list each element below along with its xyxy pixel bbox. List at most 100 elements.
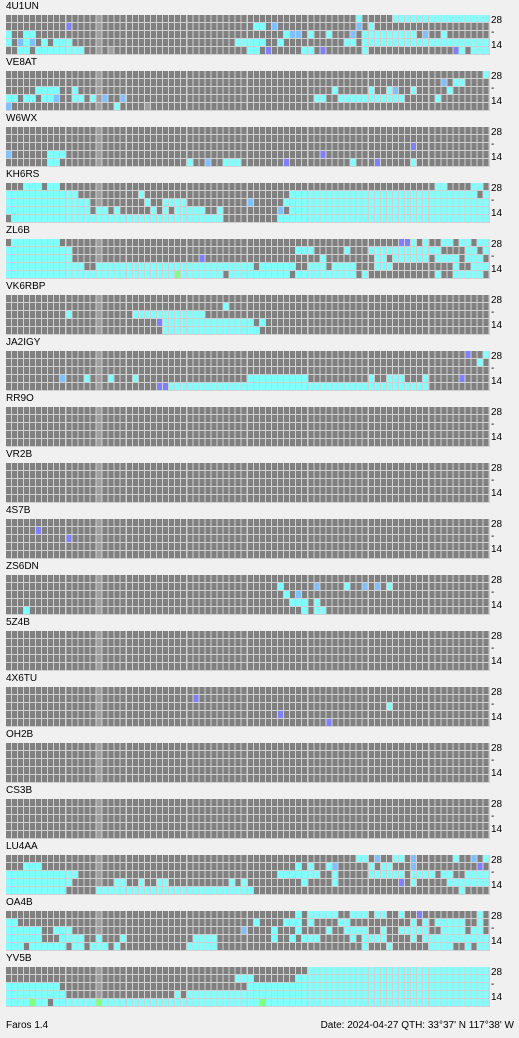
activity-cell [471, 263, 477, 270]
activity-cell [302, 263, 307, 270]
activity-cell [296, 479, 301, 486]
activity-cell [120, 239, 126, 246]
activity-cell [133, 15, 138, 22]
activity-cell [241, 383, 247, 390]
activity-cell [163, 407, 168, 414]
activity-cell [169, 415, 174, 422]
activity-cell [326, 79, 332, 86]
activity-cell [308, 415, 314, 422]
activity-cell [441, 103, 447, 110]
activity-cell [157, 23, 162, 30]
activity-cell [223, 407, 229, 414]
activity-cell [284, 183, 289, 190]
activity-cell [151, 407, 156, 414]
activity-cell [145, 255, 150, 262]
activity-cell [229, 383, 235, 390]
activity-cell [266, 383, 271, 390]
activity-cell [120, 207, 126, 214]
activity-cell [139, 79, 144, 86]
activity-cell [429, 687, 435, 694]
activity-cell [235, 319, 241, 326]
activity-cell [175, 551, 180, 558]
activity-cell [163, 199, 168, 206]
activity-cell [78, 271, 84, 278]
activity-cell [266, 487, 271, 494]
activity-cell [187, 263, 193, 270]
activity-cell [248, 527, 253, 534]
activity-cell [423, 487, 428, 494]
activity-cell [78, 439, 84, 446]
activity-cell [78, 47, 84, 54]
activity-cell [296, 15, 301, 22]
activity-cell [169, 591, 174, 598]
activity-cell [199, 143, 205, 150]
activity-cell [12, 303, 17, 310]
activity-cell [241, 359, 247, 366]
activity-cell [465, 239, 471, 246]
activity-cell [193, 383, 199, 390]
activity-cell [42, 327, 47, 334]
activity-cell [157, 255, 162, 262]
activity-cell [387, 103, 392, 110]
activity-cell [362, 647, 368, 654]
activity-cell [66, 311, 72, 318]
activity-cell [483, 103, 489, 110]
activity-cell [114, 631, 120, 638]
activity-cell [157, 159, 162, 166]
activity-cell [441, 383, 447, 390]
activity-cell [96, 271, 102, 278]
activity-cell [199, 135, 205, 142]
activity-cell [260, 647, 265, 654]
activity-cell [387, 247, 392, 254]
activity-cell [356, 135, 362, 142]
activity-cell [266, 95, 271, 102]
activity-cell [30, 439, 35, 446]
activity-cell [272, 239, 277, 246]
activity-cell [326, 415, 332, 422]
activity-cell [326, 263, 332, 270]
activity-cell [356, 359, 362, 366]
activity-cell [453, 415, 459, 422]
activity-cell [151, 247, 156, 254]
activity-cell [6, 367, 11, 374]
activity-cell [139, 495, 144, 502]
activity-cell [441, 31, 447, 38]
activity-cell [362, 663, 368, 670]
activity-cell [290, 15, 295, 22]
activity-cell [272, 71, 277, 78]
activity-cell [18, 463, 23, 470]
activity-cell [169, 663, 174, 670]
activity-cell [217, 575, 223, 582]
activity-cell [30, 479, 35, 486]
activity-cell [356, 471, 362, 478]
activity-cell [157, 39, 162, 46]
activity-cell [254, 423, 259, 430]
activity-cell [369, 663, 374, 670]
activity-cell [30, 599, 35, 606]
activity-cell [320, 311, 326, 318]
activity-cell [108, 255, 114, 262]
activity-cell [435, 351, 441, 358]
activity-cell [356, 159, 362, 166]
activity-cell [465, 191, 471, 198]
activity-cell [120, 687, 126, 694]
activity-cell [66, 487, 72, 494]
activity-cell [42, 415, 47, 422]
activity-cell [375, 95, 380, 102]
activity-cell [102, 247, 108, 254]
activity-cell [66, 407, 72, 414]
activity-cell [453, 527, 459, 534]
activity-cell [290, 631, 295, 638]
activity-cell [18, 239, 23, 246]
activity-cell [332, 519, 338, 526]
activity-cell [314, 95, 320, 102]
activity-cell [477, 599, 483, 606]
activity-cell [139, 191, 144, 198]
activity-cell [369, 431, 374, 438]
activity-cell [326, 607, 332, 614]
activity-cell [465, 543, 471, 550]
activity-cell [114, 535, 120, 542]
activity-cell [423, 631, 428, 638]
activity-cell [187, 527, 193, 534]
activity-cell [417, 351, 422, 358]
